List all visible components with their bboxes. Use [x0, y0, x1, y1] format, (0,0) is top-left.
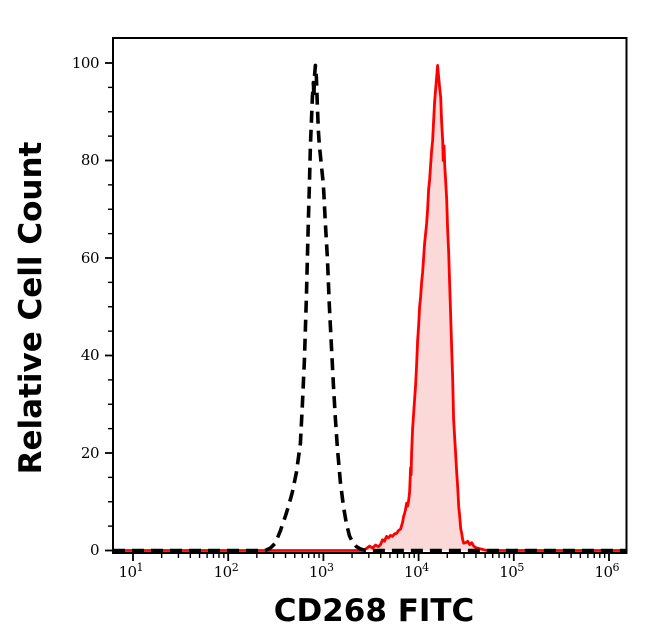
- x-axis-title: CD268 FITC: [273, 593, 475, 629]
- x-tick-label: 102: [213, 561, 239, 581]
- x-tick-label: 101: [118, 561, 144, 581]
- plot-frame: [112, 37, 628, 554]
- cd268-area-fill: [363, 65, 487, 551]
- x-tick-label: 106: [594, 561, 620, 581]
- y-tick-label: 100: [71, 53, 100, 72]
- axis-tick-marks: [105, 62, 610, 561]
- y-axis-title: Relative Cell Count: [13, 141, 49, 475]
- x-tick-label: 104: [404, 561, 430, 581]
- cd268-curve: [113, 64, 628, 552]
- isotype-control-dashed-curve: [113, 63, 628, 553]
- y-tick-label: 60: [80, 248, 100, 267]
- x-tick-label: 105: [499, 561, 525, 581]
- y-tick-label: 40: [80, 346, 100, 364]
- y-tick-label: 20: [80, 443, 100, 462]
- y-tick-label: 80: [80, 151, 100, 169]
- y-tick-label: 0: [89, 541, 100, 559]
- x-tick-label: 103: [308, 561, 334, 581]
